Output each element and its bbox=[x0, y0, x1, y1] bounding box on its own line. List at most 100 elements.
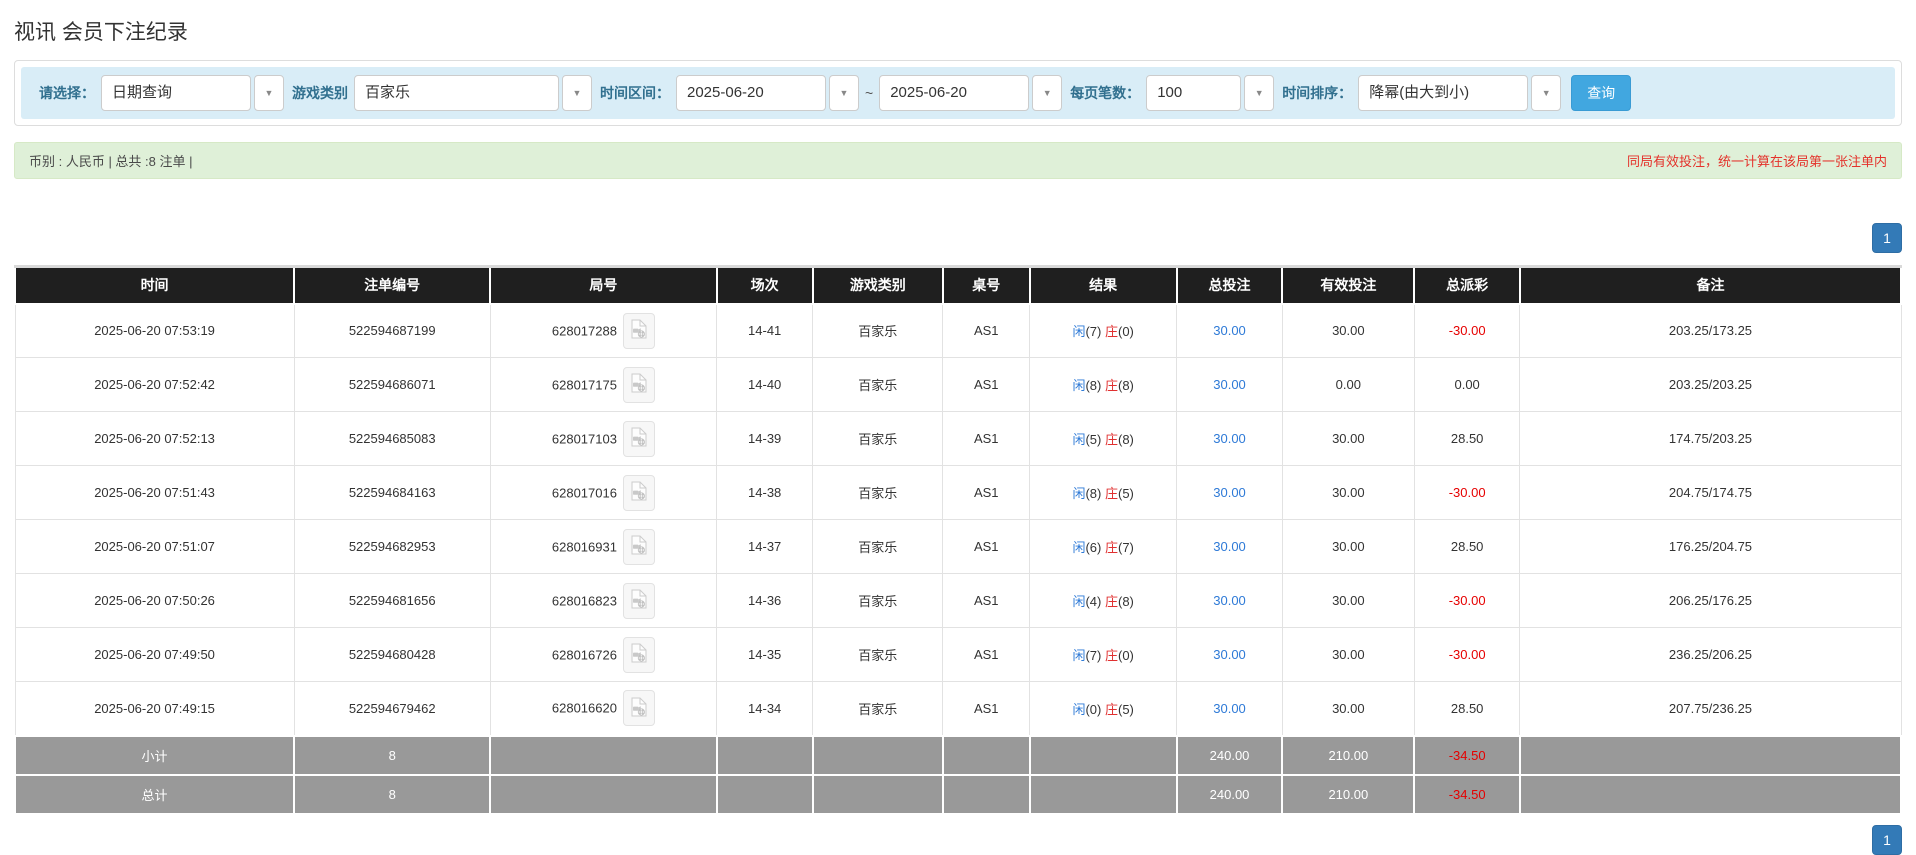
video-record-button[interactable] bbox=[622, 312, 655, 349]
date-from-input[interactable]: 2025-06-20 bbox=[676, 75, 826, 111]
cell-session: 14-37 bbox=[716, 519, 814, 574]
video-record-button[interactable] bbox=[622, 528, 655, 565]
date-to-combo: 2025-06-20 ▼ bbox=[879, 75, 1063, 111]
total-bet-link[interactable]: 30.00 bbox=[1213, 647, 1246, 662]
cell-round-number: 628017103 bbox=[489, 411, 718, 466]
column-header-8: 总投注 bbox=[1175, 265, 1284, 305]
cell-payout: -30.00 bbox=[1413, 573, 1521, 628]
grandtotal-row-empty bbox=[715, 773, 814, 815]
pagination-bottom: 1 bbox=[14, 824, 1902, 855]
cell-result: 闲(0) 庄(5) bbox=[1029, 681, 1178, 736]
video-record-icon bbox=[630, 319, 648, 342]
game-type-dropdown-button[interactable]: ▼ bbox=[562, 75, 592, 111]
video-record-button[interactable] bbox=[622, 474, 655, 511]
cell-session: 14-41 bbox=[716, 303, 814, 358]
cell-bet-number: 522594685083 bbox=[293, 411, 491, 466]
cell-session: 14-40 bbox=[716, 357, 814, 412]
round-number-text: 628016726 bbox=[551, 647, 617, 662]
cell-result: 闲(8) 庄(5) bbox=[1029, 465, 1178, 520]
cell-valid-bet: 30.00 bbox=[1281, 681, 1415, 736]
total-bet-link[interactable]: 30.00 bbox=[1213, 593, 1246, 608]
video-record-button[interactable] bbox=[622, 636, 655, 673]
total-bet-link[interactable]: 30.00 bbox=[1213, 700, 1246, 716]
result-player-count: (7) bbox=[1085, 324, 1102, 340]
cell-valid-bet: 30.00 bbox=[1281, 303, 1415, 358]
total-bet-link[interactable]: 30.00 bbox=[1213, 431, 1246, 446]
date-to-dropdown-button[interactable]: ▼ bbox=[1032, 75, 1063, 111]
cell-total-bet: 30.00 bbox=[1176, 627, 1283, 682]
cell-round-number: 628016726 bbox=[489, 627, 718, 682]
cell-table-number: AS1 bbox=[942, 627, 1031, 682]
table-row: 2025-06-20 07:52:42 522594686071 628017175… bbox=[14, 357, 1902, 412]
date-range-separator: ~ bbox=[865, 85, 874, 101]
cell-payout: -30.00 bbox=[1413, 465, 1521, 520]
query-type-value[interactable]: 日期查询 bbox=[101, 75, 251, 111]
game-type-combo: 百家乐 ▼ bbox=[354, 75, 592, 111]
column-header-7: 结果 bbox=[1028, 265, 1178, 305]
result-player-label: 闲 bbox=[1072, 594, 1086, 609]
result-player-count: (8) bbox=[1085, 486, 1102, 501]
page-button-1[interactable]: 1 bbox=[1872, 824, 1902, 855]
chevron-down-icon: ▼ bbox=[1042, 88, 1052, 98]
cell-total-bet: 30.00 bbox=[1176, 303, 1283, 358]
page-size-dropdown-button[interactable]: ▼ bbox=[1244, 75, 1275, 111]
table-row: 2025-06-20 07:50:26 522594681656 628016823… bbox=[14, 573, 1902, 628]
cell-time: 2025-06-20 07:49:50 bbox=[14, 627, 295, 682]
page-size-value[interactable]: 100 bbox=[1146, 75, 1242, 111]
cell-valid-bet: 30.00 bbox=[1281, 465, 1415, 520]
cell-payout: -30.00 bbox=[1413, 303, 1521, 358]
table-row: 2025-06-20 07:49:50 522594680428 628016726… bbox=[14, 627, 1902, 682]
sort-order-combo: 降幂(由大到小) ▼ bbox=[1358, 75, 1562, 111]
cell-payout: -30.00 bbox=[1413, 627, 1521, 682]
cell-valid-bet: 30.00 bbox=[1281, 573, 1415, 628]
date-to-input[interactable]: 2025-06-20 bbox=[879, 75, 1030, 111]
sort-order-dropdown-button[interactable]: ▼ bbox=[1531, 75, 1562, 111]
cell-time: 2025-06-20 07:51:43 bbox=[14, 465, 295, 520]
total-bet-link[interactable]: 30.00 bbox=[1213, 377, 1246, 392]
page-button-1[interactable]: 1 bbox=[1872, 223, 1902, 253]
video-record-button[interactable] bbox=[622, 366, 655, 403]
cell-table-number: AS1 bbox=[942, 573, 1031, 628]
cell-note: 204.75/174.75 bbox=[1519, 465, 1902, 520]
result-banker-count: (0) bbox=[1118, 324, 1134, 340]
round-number-text: 628017016 bbox=[551, 485, 617, 500]
filter-panel: 请选择： 日期查询 ▼ 游戏类别 百家乐 ▼ 时间区间： 2025-06-20 … bbox=[14, 60, 1902, 126]
game-type-value[interactable]: 百家乐 bbox=[354, 75, 559, 111]
filter-bar: 请选择： 日期查询 ▼ 游戏类别 百家乐 ▼ 时间区间： 2025-06-20 … bbox=[21, 67, 1895, 119]
sort-order-label: 时间排序： bbox=[1282, 85, 1353, 101]
video-record-button[interactable] bbox=[622, 690, 655, 727]
grandtotal-row-payout: -34.50 bbox=[1413, 773, 1521, 815]
video-record-button[interactable] bbox=[622, 420, 655, 457]
result-player-label: 闲 bbox=[1072, 540, 1086, 555]
subtotal-row-empty bbox=[1518, 734, 1903, 776]
grandtotal-row-label: 总计 bbox=[13, 773, 296, 815]
total-bet-link[interactable]: 30.00 bbox=[1213, 539, 1246, 554]
result-player-count: (7) bbox=[1085, 648, 1102, 663]
cell-time: 2025-06-20 07:52:42 bbox=[14, 357, 295, 412]
cell-payout: 28.50 bbox=[1413, 411, 1521, 466]
chevron-down-icon: ▼ bbox=[1541, 88, 1551, 98]
sort-order-value[interactable]: 降幂(由大到小) bbox=[1358, 75, 1529, 111]
column-header-11: 备注 bbox=[1518, 265, 1903, 305]
query-type-dropdown-button[interactable]: ▼ bbox=[254, 75, 284, 111]
cell-bet-number: 522594684163 bbox=[293, 465, 491, 520]
table-body: 2025-06-20 07:53:19 522594687199 628017288… bbox=[14, 303, 1902, 736]
column-header-1: 时间 bbox=[13, 265, 296, 305]
subtotal-row-empty bbox=[715, 734, 814, 776]
total-bet-link[interactable]: 30.00 bbox=[1213, 485, 1246, 500]
result-banker-count: (0) bbox=[1118, 648, 1134, 663]
result-banker-label: 庄 bbox=[1104, 324, 1118, 340]
round-number-text: 628016823 bbox=[551, 593, 617, 608]
subtotal-row-payout: -34.50 bbox=[1413, 734, 1521, 776]
result-banker-label: 庄 bbox=[1104, 540, 1118, 555]
total-bet-link[interactable]: 30.00 bbox=[1213, 323, 1246, 339]
chevron-down-icon: ▼ bbox=[572, 88, 582, 98]
cell-round-number: 628016620 bbox=[489, 681, 718, 736]
cell-bet-number: 522594687199 bbox=[293, 303, 491, 358]
video-record-button[interactable] bbox=[622, 582, 655, 619]
round-number-text: 628017175 bbox=[551, 377, 617, 392]
date-from-dropdown-button[interactable]: ▼ bbox=[829, 75, 859, 111]
column-header-6: 桌号 bbox=[941, 265, 1031, 305]
search-button[interactable]: 查询 bbox=[1571, 75, 1632, 111]
